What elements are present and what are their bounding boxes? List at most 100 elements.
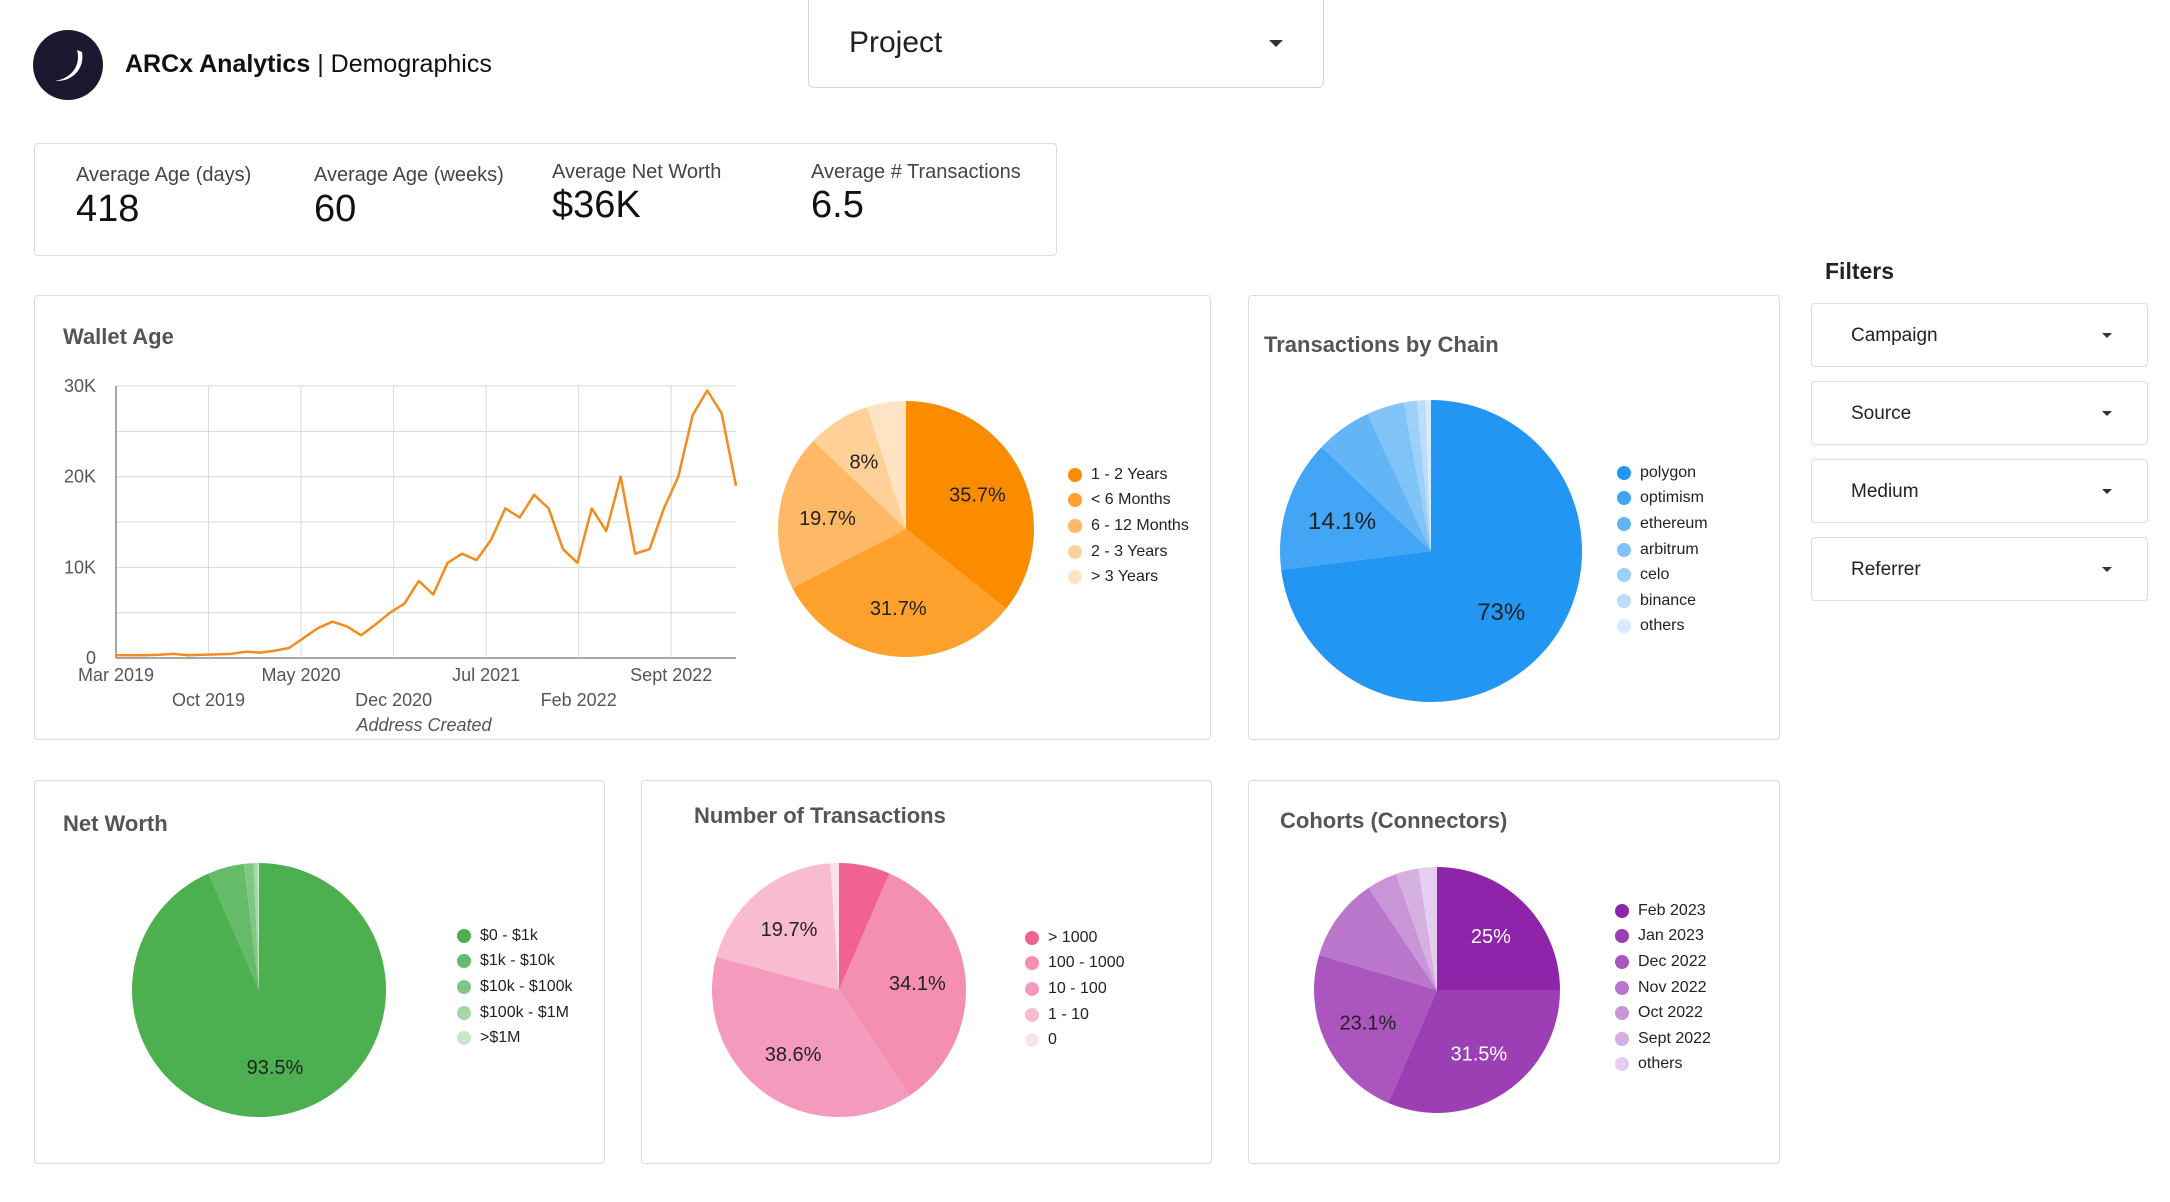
legend-item: celo	[1617, 562, 1708, 588]
legend-label: optimism	[1640, 489, 1705, 507]
legend-item: Jan 2023	[1615, 924, 1711, 950]
legend-label: others	[1638, 1055, 1683, 1073]
cohorts-title: Cohorts (Connectors)	[1280, 808, 1508, 833]
kpi-avg-age-weeks-label: Average Age (weeks)	[314, 164, 504, 186]
legend-swatch	[1615, 1006, 1629, 1021]
source-filter-dropdown[interactable]: Source	[1811, 381, 2148, 445]
legend-swatch	[1025, 930, 1039, 945]
wallet-age-title: Wallet Age	[63, 324, 174, 349]
legend-swatch	[1068, 467, 1082, 482]
legend-label: arbitrum	[1640, 540, 1699, 558]
legend-label: Dec 2022	[1638, 952, 1707, 970]
legend-swatch	[1617, 465, 1631, 480]
legend-label: ethereum	[1640, 514, 1708, 532]
legend-label: > 1000	[1048, 928, 1098, 946]
legend-swatch	[457, 979, 471, 994]
legend-label: 10 - 100	[1048, 979, 1107, 997]
referrer-filter-dropdown[interactable]: Referrer	[1811, 537, 2148, 601]
legend-swatch	[1615, 1057, 1629, 1072]
legend-item: Sept 2022	[1615, 1026, 1711, 1052]
transactions-by-chain-legend: polygon optimism ethereum arbitrum celo binan…	[1617, 460, 1708, 639]
legend-label: Sept 2022	[1638, 1029, 1711, 1047]
legend-label: binance	[1640, 591, 1697, 609]
legend-item: $0 - $1k	[457, 923, 573, 949]
legend-label: celo	[1640, 566, 1670, 584]
legend-item: Nov 2022	[1615, 975, 1711, 1001]
kpi-avg-transactions-value: 6.5	[811, 184, 864, 226]
kpi-avg-age-days-value: 418	[76, 188, 140, 230]
page-title: ARCx Analytics | Demographics	[125, 50, 492, 79]
chevron-down-icon	[1269, 40, 1283, 47]
legend-swatch	[1617, 516, 1631, 531]
legend-label: $10k - $100k	[480, 977, 573, 995]
legend-swatch	[1615, 929, 1629, 944]
legend-swatch	[1068, 518, 1082, 533]
medium-filter-label: Medium	[1851, 481, 1919, 502]
legend-item: Feb 2023	[1615, 898, 1711, 924]
legend-item: Oct 2022	[1615, 1000, 1711, 1026]
legend-label: $0 - $1k	[480, 926, 538, 944]
legend-swatch	[1615, 1031, 1629, 1046]
chevron-down-icon	[2102, 411, 2112, 416]
wallet-age-card: Wallet Age	[34, 295, 1211, 740]
filters-title: Filters	[1825, 258, 1895, 284]
legend-swatch	[1617, 542, 1631, 557]
campaign-filter-dropdown[interactable]: Campaign	[1811, 303, 2148, 367]
legend-swatch	[1617, 619, 1631, 634]
legend-swatch	[1615, 954, 1629, 969]
legend-label: Nov 2022	[1638, 978, 1707, 996]
legend-swatch	[1068, 570, 1082, 585]
legend-item: 100 - 1000	[1025, 951, 1125, 977]
legend-swatch	[1025, 1007, 1039, 1022]
legend-swatch	[457, 1005, 471, 1020]
legend-swatch	[1617, 593, 1631, 608]
transactions-by-chain-title: Transactions by Chain	[1264, 332, 1499, 357]
legend-item: > 3 Years	[1068, 564, 1189, 590]
brand-logo	[33, 30, 103, 100]
legend-label: polygon	[1640, 463, 1697, 481]
medium-filter-dropdown[interactable]: Medium	[1811, 459, 2148, 523]
wallet-age-legend: 1 - 2 Years < 6 Months 6 - 12 Months 2 - 3 …	[1068, 462, 1189, 590]
legend-swatch	[1025, 1033, 1039, 1048]
legend-swatch	[1617, 568, 1631, 583]
legend-item: 10 - 100	[1025, 976, 1125, 1002]
chevron-down-icon	[2102, 567, 2112, 572]
legend-label: >$1M	[480, 1029, 521, 1047]
legend-swatch	[1617, 491, 1631, 506]
legend-label: < 6 Months	[1091, 491, 1171, 509]
legend-item: others	[1615, 1052, 1711, 1078]
legend-label: 6 - 12 Months	[1091, 516, 1189, 534]
kpi-avg-transactions-label: Average # Transactions	[811, 161, 1021, 183]
legend-label: 0	[1048, 1031, 1057, 1049]
legend-item: Dec 2022	[1615, 949, 1711, 975]
legend-label: 100 - 1000	[1048, 954, 1125, 972]
brand-name: ARCx Analytics	[125, 50, 311, 78]
chevron-down-icon	[2102, 489, 2112, 494]
legend-item: $1k - $10k	[457, 949, 573, 975]
number-of-transactions-legend: > 1000 100 - 1000 10 - 100 1 - 10 0	[1025, 925, 1125, 1053]
legend-item: > 1000	[1025, 925, 1125, 951]
legend-swatch	[1025, 981, 1039, 996]
legend-swatch	[457, 928, 471, 943]
kpi-avg-age-weeks-value: 60	[314, 188, 357, 230]
page-subtitle: | Demographics	[310, 50, 492, 78]
chevron-down-icon	[2102, 333, 2112, 338]
source-filter-label: Source	[1851, 403, 1912, 424]
legend-swatch	[1615, 980, 1629, 995]
legend-label: Jan 2023	[1638, 927, 1704, 945]
project-dropdown[interactable]: Project	[808, 0, 1324, 88]
legend-item: binance	[1617, 588, 1708, 614]
legend-swatch	[457, 1031, 471, 1046]
net-worth-legend: $0 - $1k $1k - $10k $10k - $100k $100k - $1…	[457, 923, 573, 1051]
legend-item: others	[1617, 614, 1708, 640]
legend-swatch	[1068, 544, 1082, 559]
net-worth-title: Net Worth	[63, 811, 168, 836]
legend-item: $10k - $100k	[457, 974, 573, 1000]
legend-label: 1 - 10	[1048, 1005, 1089, 1023]
legend-item: 1 - 10	[1025, 1002, 1125, 1028]
number-of-transactions-card: Number of Transactions	[641, 780, 1212, 1164]
legend-item: 1 - 2 Years	[1068, 462, 1189, 488]
project-dropdown-label: Project	[849, 26, 943, 59]
crescent-icon	[55, 50, 83, 82]
legend-swatch	[1025, 956, 1039, 971]
